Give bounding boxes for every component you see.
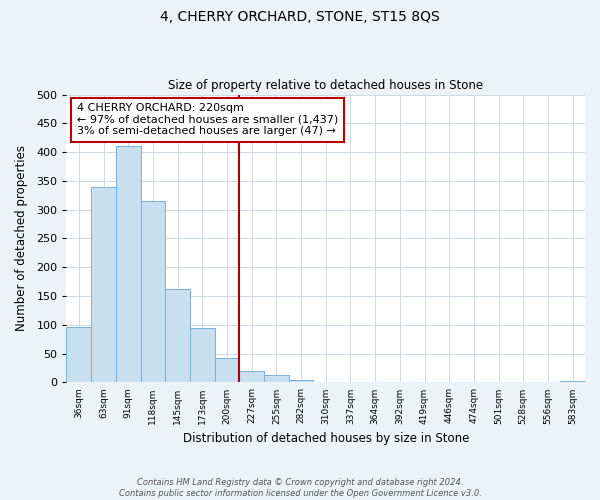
- Text: Contains HM Land Registry data © Crown copyright and database right 2024.
Contai: Contains HM Land Registry data © Crown c…: [119, 478, 481, 498]
- Bar: [560, 380, 585, 382]
- Bar: [190, 328, 215, 382]
- Bar: [91, 186, 116, 382]
- Bar: [67, 326, 91, 382]
- X-axis label: Distribution of detached houses by size in Stone: Distribution of detached houses by size …: [182, 432, 469, 445]
- Bar: [289, 380, 313, 382]
- Bar: [215, 358, 239, 382]
- Bar: [116, 146, 140, 382]
- Bar: [264, 375, 289, 382]
- Bar: [239, 372, 264, 382]
- Text: 4, CHERRY ORCHARD, STONE, ST15 8QS: 4, CHERRY ORCHARD, STONE, ST15 8QS: [160, 10, 440, 24]
- Text: 4 CHERRY ORCHARD: 220sqm
← 97% of detached houses are smaller (1,437)
3% of semi: 4 CHERRY ORCHARD: 220sqm ← 97% of detach…: [77, 103, 338, 136]
- Bar: [165, 288, 190, 382]
- Bar: [140, 201, 165, 382]
- Y-axis label: Number of detached properties: Number of detached properties: [15, 146, 28, 332]
- Title: Size of property relative to detached houses in Stone: Size of property relative to detached ho…: [168, 79, 484, 92]
